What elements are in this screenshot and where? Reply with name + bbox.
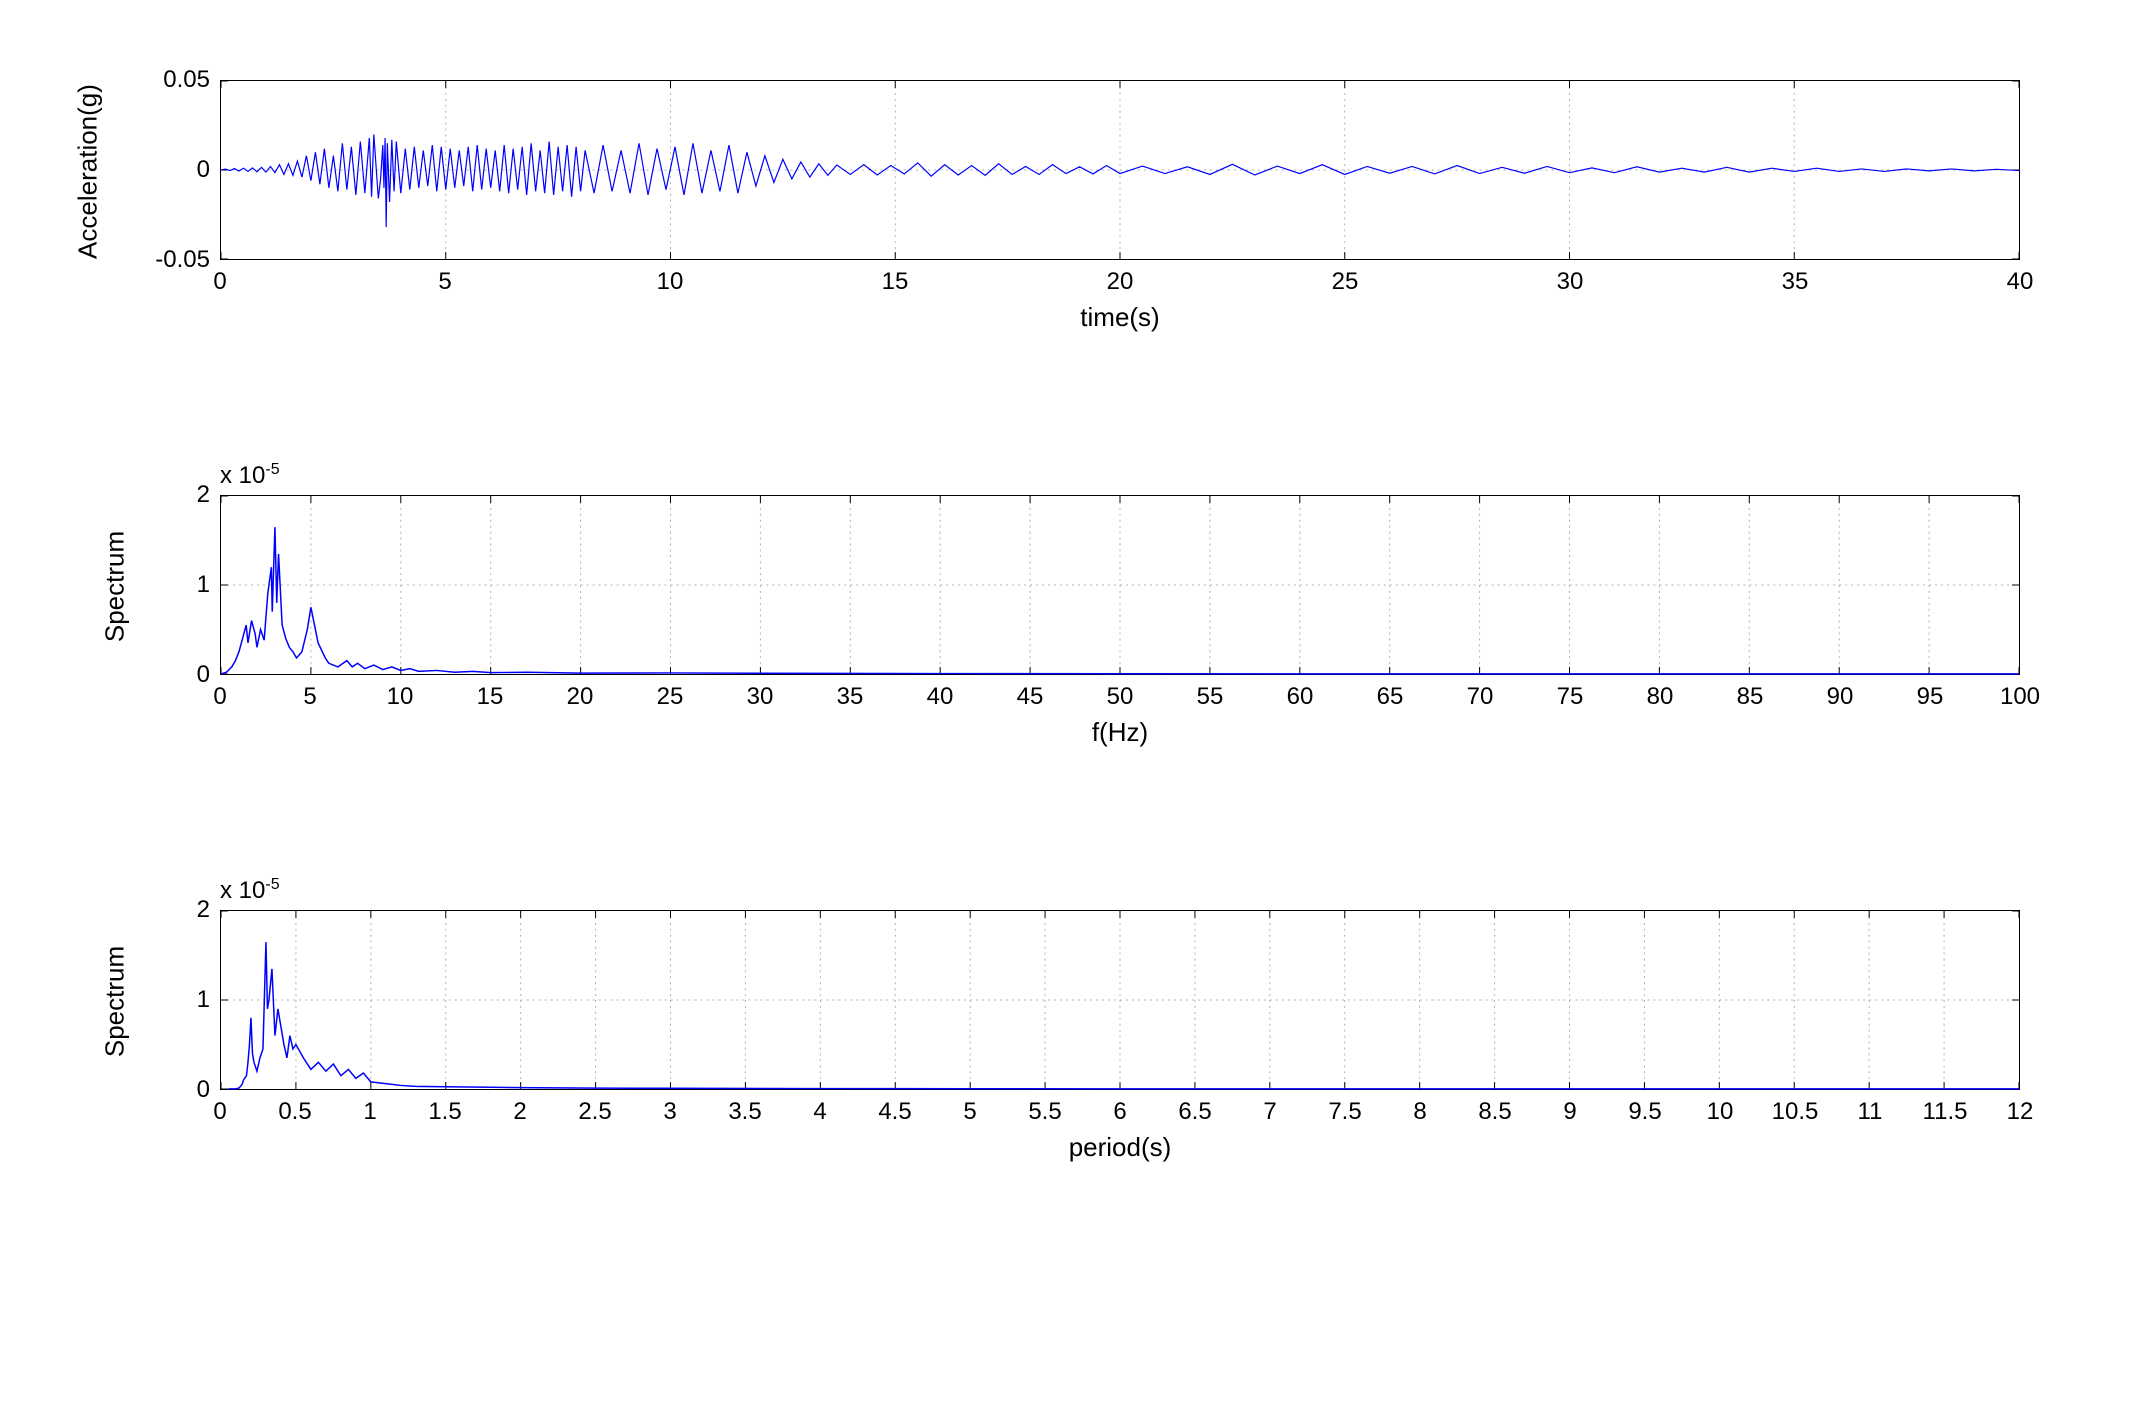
xtick-label: 15 <box>882 268 909 296</box>
xtick-label: 0 <box>213 268 226 296</box>
plot-area-spectrum-period <box>221 911 2019 1089</box>
xtick-label: 10 <box>1707 1098 1734 1126</box>
xlabel-spectrum-freq: f(Hz) <box>1020 717 1220 748</box>
xtick-label: 9 <box>1563 1098 1576 1126</box>
multiplier-exponent: -5 <box>265 876 279 893</box>
ylabel-accel: Acceleration(g) <box>73 72 104 272</box>
xtick-label: 35 <box>1782 268 1809 296</box>
xtick-label: 95 <box>1917 683 1944 711</box>
xtick-label: 55 <box>1197 683 1224 711</box>
ytick-label: 0.05 <box>163 66 210 94</box>
xtick-label: 40 <box>927 683 954 711</box>
xtick-label: 0 <box>213 1098 226 1126</box>
xtick-label: 1.5 <box>428 1098 461 1126</box>
xtick-label: 8 <box>1413 1098 1426 1126</box>
xtick-label: 4 <box>813 1098 826 1126</box>
ytick-label: 1 <box>197 571 210 599</box>
ylabel-spectrum-freq: Spectrum <box>100 487 131 687</box>
xtick-label: 85 <box>1737 683 1764 711</box>
xtick-label: 6 <box>1113 1098 1126 1126</box>
xtick-label: 11.5 <box>1923 1098 1968 1126</box>
ytick-label: 0 <box>197 156 210 184</box>
xtick-label: 7 <box>1263 1098 1276 1126</box>
data-line-spectrum-period <box>228 942 2019 1089</box>
xtick-label: 65 <box>1377 683 1404 711</box>
xtick-label: 0 <box>213 683 226 711</box>
xtick-label: 12 <box>2007 1098 2034 1126</box>
xtick-label: 7.5 <box>1328 1098 1361 1126</box>
xtick-label: 60 <box>1287 683 1314 711</box>
xtick-label: 10 <box>387 683 414 711</box>
xtick-label: 5.5 <box>1028 1098 1061 1126</box>
xtick-label: 10 <box>657 268 684 296</box>
xtick-label: 9.5 <box>1628 1098 1661 1126</box>
xtick-label: 25 <box>657 683 684 711</box>
multiplier-base: x 10 <box>220 877 265 904</box>
ylabel-spectrum-period: Spectrum <box>100 902 131 1102</box>
xtick-label: 10.5 <box>1772 1098 1819 1126</box>
xtick-label: 75 <box>1557 683 1584 711</box>
xtick-label: 5 <box>438 268 451 296</box>
xtick-label: 40 <box>2007 268 2034 296</box>
xtick-label: 0.5 <box>278 1098 311 1126</box>
ytick-label: 1 <box>197 986 210 1014</box>
xtick-label: 1 <box>363 1098 376 1126</box>
subplot-spectrum-period <box>220 910 2020 1090</box>
xtick-label: 70 <box>1467 683 1494 711</box>
xtick-label: 45 <box>1017 683 1044 711</box>
xtick-label: 35 <box>837 683 864 711</box>
xlabel-accel: time(s) <box>1020 302 1220 333</box>
xtick-label: 20 <box>1107 268 1134 296</box>
ytick-label: 2 <box>197 481 210 509</box>
xtick-label: 80 <box>1647 683 1674 711</box>
multiplier-exponent: -5 <box>265 461 279 478</box>
xtick-label: 5 <box>303 683 316 711</box>
xtick-label: 3 <box>663 1098 676 1126</box>
subplot-accel <box>220 80 2020 260</box>
xtick-label: 11 <box>1858 1098 1883 1126</box>
xtick-label: 90 <box>1827 683 1854 711</box>
xtick-label: 8.5 <box>1478 1098 1511 1126</box>
subplot-spectrum-freq <box>220 495 2020 675</box>
xtick-label: 30 <box>747 683 774 711</box>
multiplier-spectrum-freq: x 10-5 <box>220 461 280 490</box>
xtick-label: 2 <box>513 1098 526 1126</box>
figure: -0.0500.050510152025303540Acceleration(g… <box>0 0 2130 1419</box>
xtick-label: 100 <box>2000 683 2040 711</box>
xtick-label: 30 <box>1557 268 1584 296</box>
xlabel-spectrum-period: period(s) <box>1020 1132 1220 1163</box>
multiplier-spectrum-period: x 10-5 <box>220 876 280 905</box>
ytick-label: 0 <box>197 1076 210 1104</box>
xtick-label: 15 <box>477 683 504 711</box>
xtick-label: 5 <box>963 1098 976 1126</box>
multiplier-base: x 10 <box>220 462 265 489</box>
xtick-label: 6.5 <box>1178 1098 1211 1126</box>
plot-area-accel <box>221 81 2019 259</box>
xtick-label: 25 <box>1332 268 1359 296</box>
xtick-label: 2.5 <box>578 1098 611 1126</box>
ytick-label: -0.05 <box>155 246 210 274</box>
xtick-label: 3.5 <box>728 1098 761 1126</box>
ytick-label: 2 <box>197 896 210 924</box>
xtick-label: 50 <box>1107 683 1134 711</box>
ytick-label: 0 <box>197 661 210 689</box>
plot-area-spectrum-freq <box>221 496 2019 674</box>
xtick-label: 4.5 <box>878 1098 911 1126</box>
xtick-label: 20 <box>567 683 594 711</box>
